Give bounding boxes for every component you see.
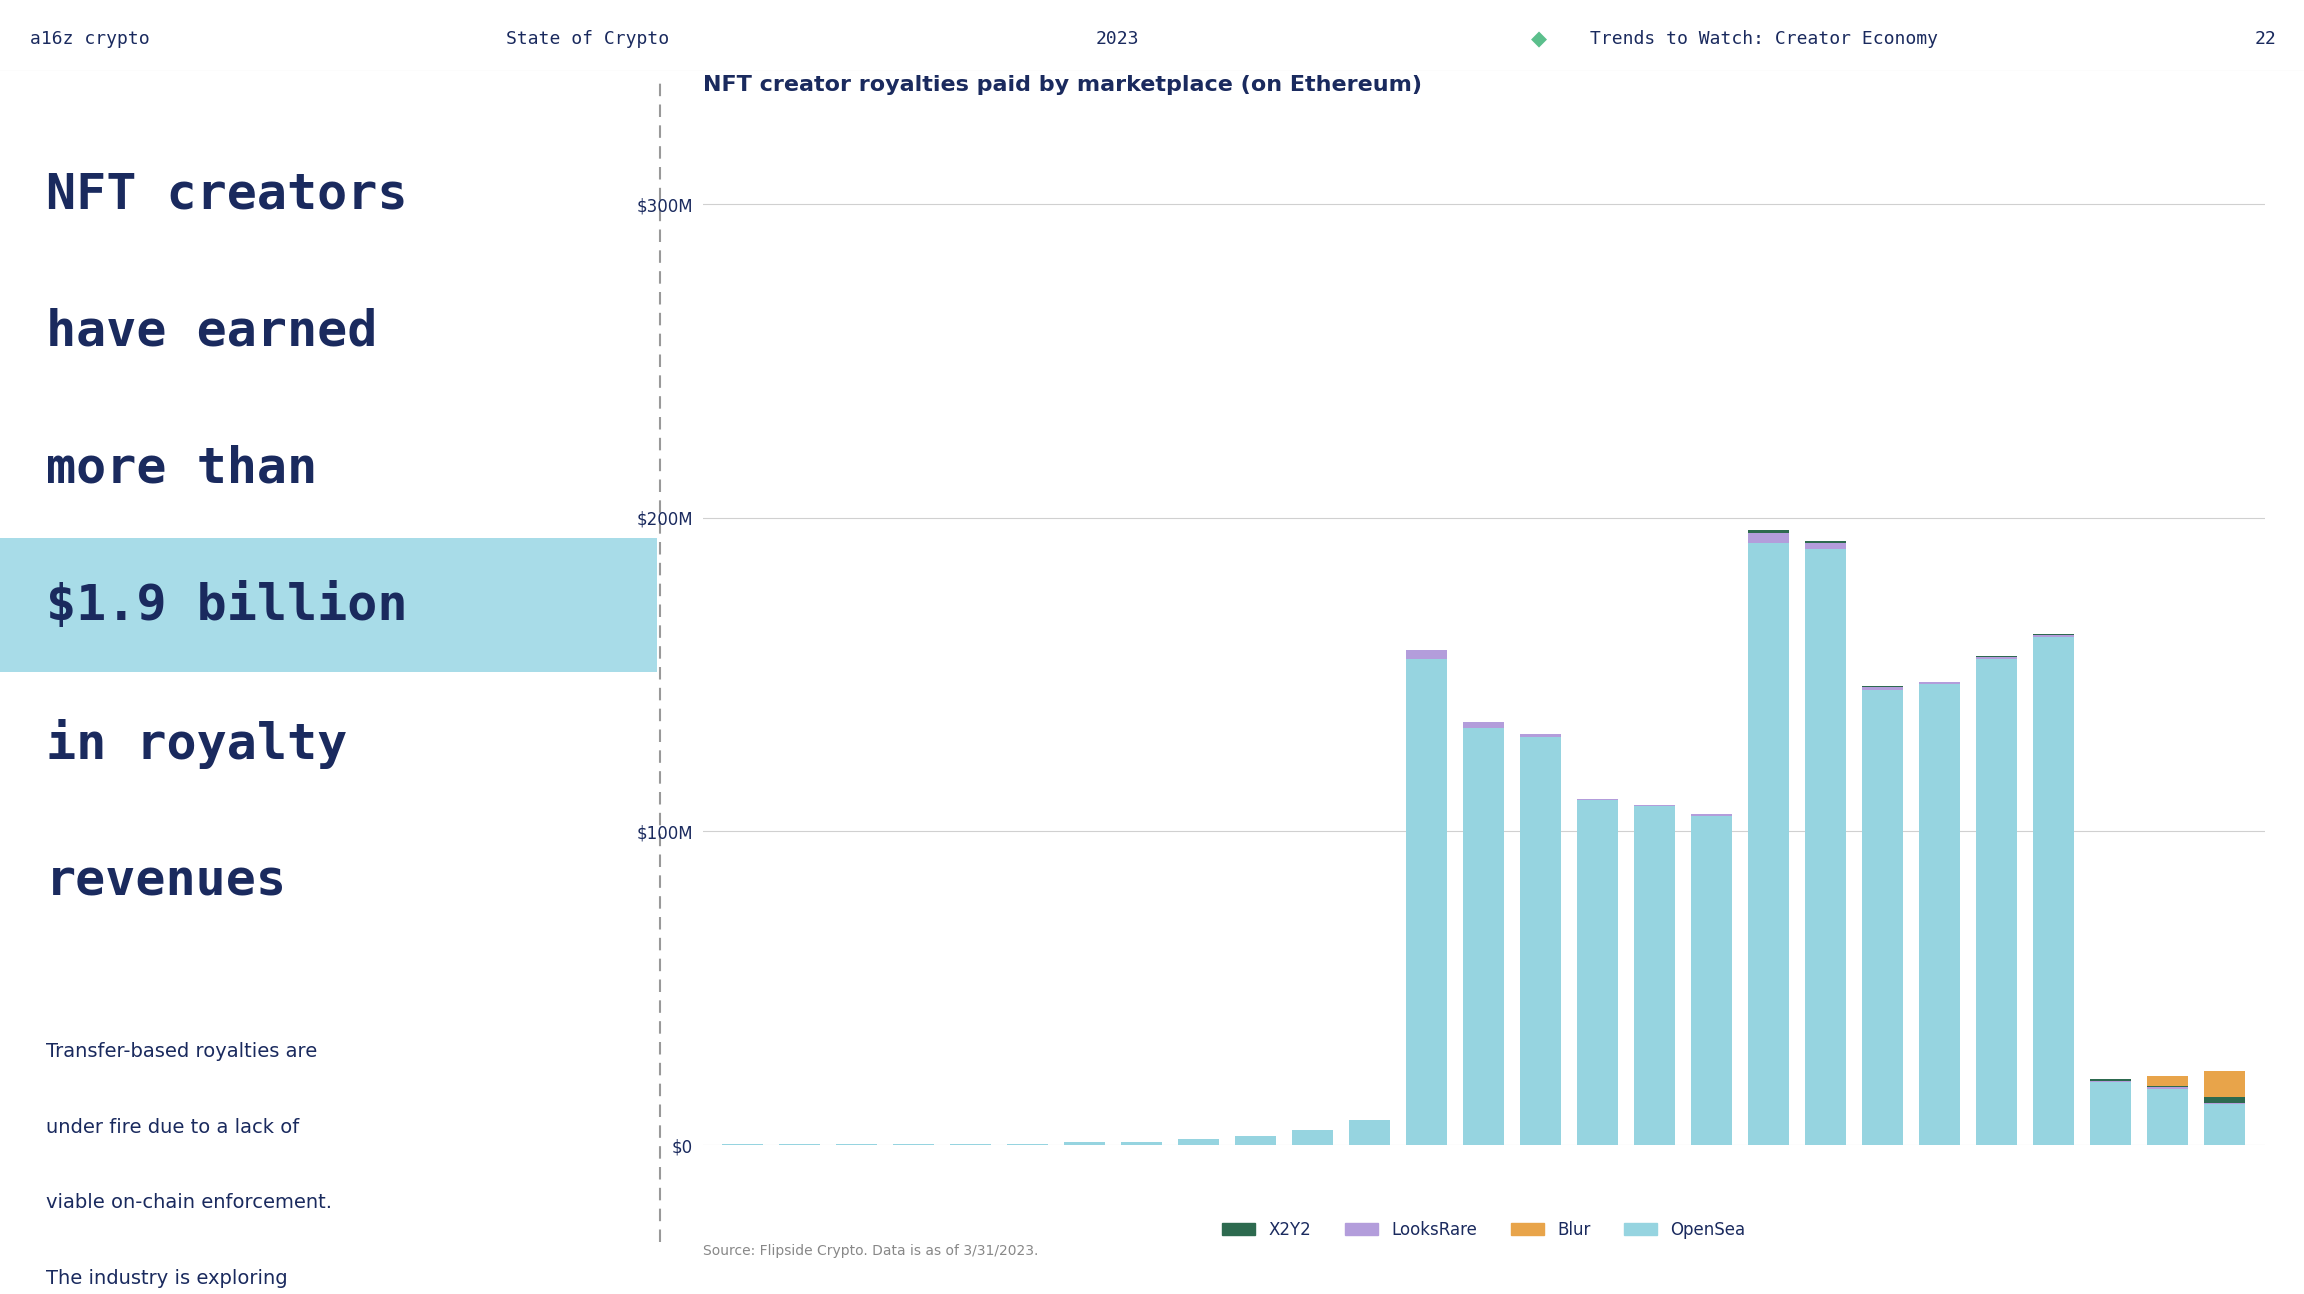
Bar	[779, 1144, 820, 1145]
Bar	[2147, 1088, 2189, 1145]
Bar	[1064, 1143, 1106, 1145]
Bar	[1405, 659, 1447, 1145]
Bar	[1977, 657, 2018, 659]
Bar	[1862, 690, 1903, 1145]
Bar	[1463, 722, 1505, 729]
Bar	[2090, 1083, 2131, 1145]
Legend: X2Y2, LooksRare, Blur, OpenSea: X2Y2, LooksRare, Blur, OpenSea	[1214, 1214, 1753, 1246]
Bar	[1578, 798, 1617, 800]
Bar	[1235, 1136, 1276, 1145]
Bar	[1691, 814, 1733, 815]
Bar	[1350, 1121, 1389, 1145]
Bar	[1521, 734, 1562, 738]
Bar	[2034, 637, 2074, 1145]
Bar	[721, 1144, 763, 1145]
Bar	[1634, 806, 1675, 1145]
Bar	[1177, 1139, 1219, 1145]
Bar	[2034, 635, 2074, 637]
Text: 2023: 2023	[1097, 30, 1138, 48]
Bar	[2205, 1104, 2246, 1145]
Bar	[1634, 805, 1675, 806]
Text: viable on-chain enforcement.: viable on-chain enforcement.	[46, 1193, 332, 1212]
Bar	[1405, 650, 1447, 659]
Text: State of Crypto: State of Crypto	[507, 30, 668, 48]
Bar	[949, 1144, 991, 1145]
Text: in royalty: in royalty	[46, 718, 348, 769]
Bar	[2147, 1087, 2189, 1088]
Bar	[1749, 543, 1790, 1145]
Text: under fire due to a lack of: under fire due to a lack of	[46, 1118, 300, 1136]
Text: Trends to Watch: Creator Economy: Trends to Watch: Creator Economy	[1590, 30, 1938, 48]
Bar	[1862, 687, 1903, 690]
Bar	[1293, 1130, 1334, 1145]
Bar	[1749, 531, 1790, 533]
Text: revenues: revenues	[46, 857, 288, 906]
Text: The industry is exploring: The industry is exploring	[46, 1269, 288, 1288]
Text: more than: more than	[46, 445, 318, 493]
Bar	[2205, 1102, 2246, 1104]
Text: 22: 22	[2256, 30, 2276, 48]
Text: Source: Flipside Crypto. Data is as of 3/31/2023.: Source: Flipside Crypto. Data is as of 3…	[703, 1244, 1039, 1258]
Bar	[2090, 1079, 2131, 1080]
Bar	[1806, 543, 1846, 549]
Bar	[1007, 1144, 1048, 1145]
Bar	[1977, 659, 2018, 1145]
Bar	[836, 1144, 878, 1145]
Bar	[1806, 549, 1846, 1145]
Bar	[1806, 541, 1846, 543]
Text: a16z crypto: a16z crypto	[30, 30, 150, 48]
Bar	[1919, 682, 1961, 685]
Bar	[2205, 1096, 2246, 1102]
Bar	[2205, 1071, 2246, 1096]
Bar	[1122, 1143, 1161, 1145]
Bar	[894, 1144, 933, 1145]
Text: ◆: ◆	[1532, 30, 1546, 49]
Text: NFT creators: NFT creators	[46, 170, 408, 219]
Bar	[1919, 685, 1961, 1145]
Text: Transfer-based royalties are: Transfer-based royalties are	[46, 1042, 318, 1061]
Bar	[2147, 1086, 2189, 1087]
Bar	[1578, 800, 1617, 1145]
Text: NFT creator royalties paid by marketplace (on Ethereum): NFT creator royalties paid by marketplac…	[703, 75, 1422, 94]
Bar	[1463, 729, 1505, 1145]
Bar	[1862, 686, 1903, 687]
Bar	[2147, 1077, 2189, 1086]
Bar	[1691, 815, 1733, 1145]
FancyBboxPatch shape	[0, 537, 657, 672]
Text: $1.9 billion: $1.9 billion	[46, 582, 408, 630]
Bar	[1749, 533, 1790, 543]
Bar	[2090, 1080, 2131, 1083]
Text: have earned: have earned	[46, 308, 378, 356]
Bar	[1521, 738, 1562, 1145]
